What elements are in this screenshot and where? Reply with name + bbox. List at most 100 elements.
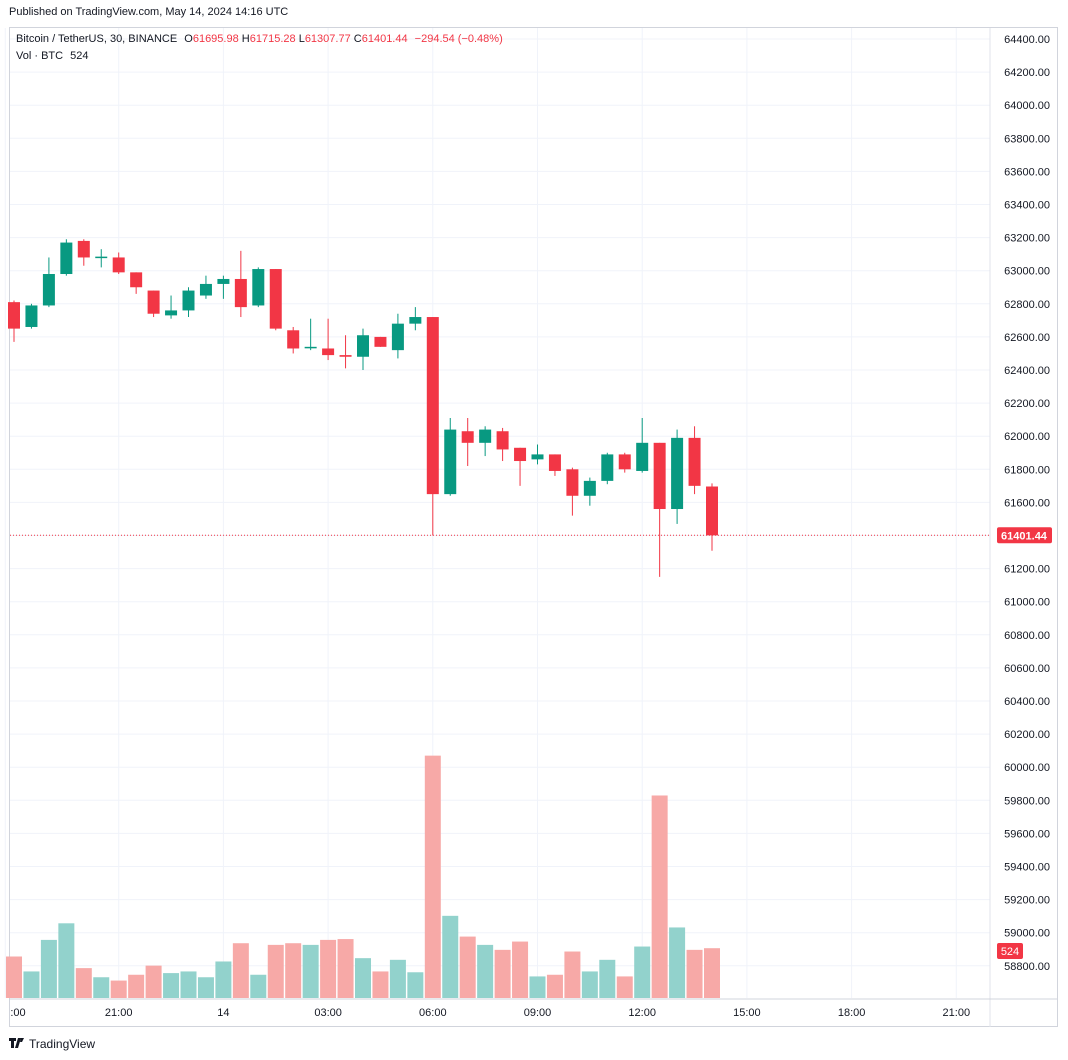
candle-body (25, 305, 38, 327)
candle-body (130, 272, 143, 288)
candle-body (357, 335, 369, 357)
close-label: C (353, 33, 362, 45)
price-tick-label: 61000.00 (1004, 597, 1050, 609)
price-tick-label: 64000.00 (1004, 100, 1050, 112)
volume-bar (197, 977, 214, 998)
price-tick-label: 62200.00 (1004, 398, 1050, 410)
candle-body (444, 429, 457, 495)
price-tick-label: 63400.00 (1004, 200, 1050, 212)
price-tick-label: 61800.00 (1004, 464, 1050, 476)
volume-bar (546, 974, 563, 998)
volume-bar (372, 971, 389, 998)
price-tick-label: 62400.00 (1004, 365, 1050, 377)
candle-body (671, 437, 684, 510)
symbol-title: Bitcoin / TetherUS, 30, BINANCE (16, 33, 178, 45)
volume-bar (285, 943, 302, 998)
volume-bar (93, 977, 110, 998)
candle-body (479, 429, 492, 443)
volume-badge-label: 524 (1001, 946, 1019, 958)
volume-bar (581, 971, 598, 998)
time-tick-label: 15:00 (733, 1007, 761, 1019)
price-tick-label: 63800.00 (1004, 133, 1050, 145)
time-tick-label: 06:00 (419, 1007, 447, 1019)
candle-body (147, 290, 160, 314)
volume-bar (477, 944, 494, 998)
candle-body (688, 437, 701, 486)
volume-badge (997, 943, 1023, 959)
low-label: L (298, 33, 305, 45)
candle-body (95, 256, 108, 259)
high-label: H (241, 33, 250, 45)
candle-body (548, 454, 561, 471)
time-tick-label: 03:00 (314, 1007, 342, 1019)
open-label: O (184, 33, 193, 45)
volume-bar (424, 755, 441, 998)
volume-bar (459, 936, 476, 998)
candle-body (234, 278, 247, 308)
candle-body (287, 330, 300, 349)
volume-bar (232, 943, 249, 998)
volume-bar (128, 974, 145, 998)
candle-body (165, 310, 178, 316)
volume-bar (110, 980, 127, 998)
time-tick-label: 21:00 (105, 1007, 133, 1019)
price-tick-label: 59000.00 (1004, 928, 1050, 940)
price-tick-label: 61200.00 (1004, 564, 1050, 576)
price-tick-label: 60200.00 (1004, 729, 1050, 741)
price-tick-label: 63200.00 (1004, 233, 1050, 245)
candle-body (566, 469, 579, 496)
price-tick-label: 60400.00 (1004, 696, 1050, 708)
volume-label: Vol · BTC (16, 50, 64, 62)
candle-body (42, 274, 55, 306)
candle-body (60, 242, 73, 275)
volume-bar (686, 949, 703, 998)
candle-body (391, 323, 404, 351)
price-tick-label: 58800.00 (1004, 961, 1050, 973)
price-tick-label: 60000.00 (1004, 762, 1050, 774)
price-tick-label: 59200.00 (1004, 895, 1050, 907)
time-tick-label: :00 (10, 1007, 25, 1019)
volume-bar (599, 959, 616, 998)
high-value: 61715.28 (249, 33, 296, 45)
candle-body (461, 431, 474, 443)
candle-body (322, 348, 335, 356)
footer-brand[interactable]: TradingView (29, 1036, 96, 1051)
time-tick-label: 12:00 (628, 1007, 656, 1019)
volume-bar (651, 795, 668, 998)
candle-body (706, 486, 718, 536)
candle-body (304, 346, 317, 349)
volume-bar (320, 939, 337, 998)
price-tick-label: 60600.00 (1004, 663, 1050, 675)
volume-bar (355, 958, 371, 998)
price-tick-label: 60800.00 (1004, 630, 1050, 642)
candle-body (583, 480, 596, 496)
volume-bar (302, 944, 319, 998)
volume-bar (704, 948, 720, 998)
tradingview-logo-icon[interactable] (9, 1036, 25, 1051)
candle-body (182, 290, 195, 311)
volume-bar (669, 927, 686, 998)
time-tick-label: 14 (217, 1007, 229, 1019)
price-tick-label: 64200.00 (1004, 67, 1050, 79)
open-value: 61695.98 (192, 33, 239, 45)
candle-body (601, 454, 614, 481)
price-tick-label: 61600.00 (1004, 497, 1050, 509)
candle-body (636, 442, 649, 471)
last-price-badge (997, 527, 1052, 544)
time-tick-label: 21:00 (943, 1007, 971, 1019)
volume-bar (512, 941, 529, 998)
candle-body (112, 257, 125, 273)
volume-bar (389, 959, 406, 998)
candle-body (514, 447, 527, 462)
volume-value: 524 (70, 50, 89, 62)
published-caption: Published on TradingView.com, May 14, 20… (9, 6, 289, 18)
candle-body (531, 454, 544, 460)
chart-frame[interactable] (9, 27, 1058, 1027)
last-price-label: 61401.44 (1001, 530, 1048, 542)
candle-body (409, 317, 422, 324)
price-tick-label: 63600.00 (1004, 166, 1050, 178)
volume-bar (40, 939, 57, 998)
price-tick-label: 59400.00 (1004, 862, 1050, 874)
candle-body (199, 283, 212, 296)
